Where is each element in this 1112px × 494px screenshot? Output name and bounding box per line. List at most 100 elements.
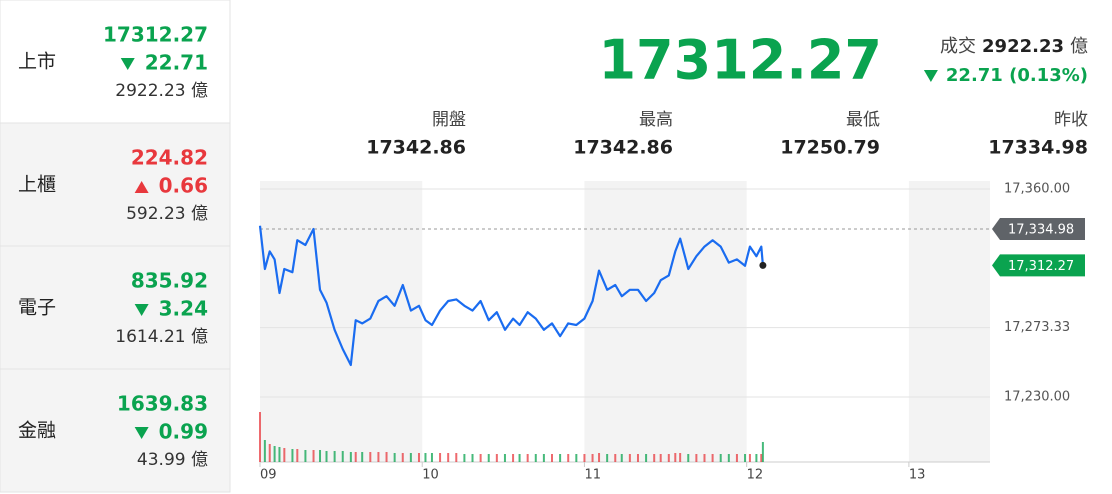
volume-bar bbox=[312, 450, 315, 462]
volume-bar bbox=[385, 452, 388, 462]
volume-bar bbox=[512, 454, 515, 462]
volume-bar bbox=[606, 454, 609, 462]
volume-bar bbox=[551, 454, 553, 462]
volume-bar bbox=[409, 453, 412, 462]
volume-bar bbox=[479, 454, 482, 462]
volume-bar bbox=[424, 453, 427, 462]
index-name: 上市 bbox=[18, 51, 56, 73]
volume-bar bbox=[653, 454, 656, 462]
volume-bar bbox=[735, 454, 738, 462]
volume-bar bbox=[273, 446, 276, 462]
volume-bar bbox=[447, 453, 450, 462]
stat-label: 昨收 bbox=[1054, 110, 1088, 130]
main-change: 22.71 (0.13%) bbox=[946, 65, 1088, 86]
session-shade bbox=[260, 181, 423, 462]
last-point bbox=[759, 261, 767, 269]
volume-bar bbox=[417, 453, 420, 462]
price-tag-label: 17,312.27 bbox=[1008, 259, 1074, 274]
index-change: 0.66 bbox=[159, 174, 208, 198]
volume-bar bbox=[349, 452, 352, 462]
volume-bar bbox=[559, 454, 562, 462]
volume-bar bbox=[369, 452, 372, 462]
change-arrow bbox=[120, 58, 135, 70]
turnover: 成交 2922.23 億 bbox=[940, 36, 1088, 57]
volume-bar bbox=[463, 454, 466, 462]
price-tag bbox=[992, 218, 1085, 241]
index-volume: 43.99 億 bbox=[137, 450, 208, 470]
x-tick-label: 12 bbox=[747, 468, 764, 483]
change-arrow bbox=[923, 70, 938, 82]
y-tick-label: 17,230.00 bbox=[1004, 390, 1070, 405]
volume-bar bbox=[296, 449, 299, 462]
turnover-unit: 億 bbox=[1070, 36, 1088, 57]
volume-bar bbox=[542, 454, 545, 462]
volume-bar bbox=[744, 454, 747, 462]
volume-bar bbox=[614, 454, 617, 462]
index-price: 224.82 bbox=[131, 146, 208, 170]
volume-bar bbox=[645, 454, 648, 462]
sidebar-item bbox=[0, 122, 231, 247]
volume-bar bbox=[620, 454, 623, 462]
volume-bar bbox=[659, 454, 662, 462]
change-arrow bbox=[134, 304, 149, 316]
volume-bar bbox=[377, 452, 380, 462]
x-tick-label: 13 bbox=[909, 468, 926, 483]
volume-bar bbox=[278, 447, 281, 462]
volume-bar bbox=[439, 453, 442, 462]
volume-bar bbox=[319, 450, 322, 462]
volume-bar bbox=[503, 454, 506, 462]
sidebar-item bbox=[0, 0, 231, 124]
volume-bar bbox=[591, 454, 594, 462]
main-price: 17312.27 bbox=[598, 29, 882, 92]
volume-bar bbox=[628, 454, 631, 462]
volume-bar bbox=[393, 453, 396, 462]
volume-bar bbox=[636, 454, 639, 462]
volume-bar bbox=[761, 442, 764, 462]
volume-bar bbox=[259, 412, 261, 462]
volume-bar bbox=[703, 454, 706, 462]
volume-bar bbox=[598, 453, 601, 462]
volume-bar bbox=[333, 451, 336, 462]
volume-bar bbox=[291, 449, 294, 462]
volume-bar bbox=[304, 450, 307, 462]
volume-bar bbox=[526, 454, 529, 462]
x-tick-label: 09 bbox=[260, 468, 277, 483]
turnover-label: 成交 bbox=[940, 36, 976, 57]
price-line bbox=[258, 225, 764, 367]
index-volume: 592.23 億 bbox=[126, 204, 208, 224]
volume-bar bbox=[667, 454, 670, 462]
stat-label: 開盤 bbox=[432, 110, 466, 130]
volume-bar bbox=[687, 454, 690, 462]
index-name: 金融 bbox=[18, 420, 56, 442]
stat-value: 17334.98 bbox=[988, 137, 1088, 159]
stat-value: 17342.86 bbox=[366, 137, 466, 159]
price-tag-label: 17,334.98 bbox=[1008, 223, 1074, 238]
y-tick-label: 17,273.33 bbox=[1004, 320, 1070, 335]
volume-bar bbox=[354, 452, 357, 462]
volume-bar bbox=[755, 454, 758, 462]
index-volume: 2922.23 億 bbox=[115, 81, 208, 101]
volume-bar bbox=[401, 453, 404, 462]
sidebar-item bbox=[0, 368, 231, 493]
volume-bar bbox=[341, 451, 344, 462]
volume-bar bbox=[263, 440, 266, 462]
volume-bar bbox=[679, 453, 682, 462]
volume-bar bbox=[695, 454, 698, 462]
volume-bar bbox=[674, 453, 677, 462]
change-arrow bbox=[134, 181, 149, 193]
volume-bar bbox=[268, 444, 271, 462]
volume-bar bbox=[711, 454, 714, 462]
session-shade bbox=[584, 181, 747, 462]
stat-value: 17342.86 bbox=[573, 137, 673, 159]
turnover-value: 2922.23 bbox=[982, 36, 1064, 57]
volume-bar bbox=[283, 448, 286, 462]
index-change: 22.71 bbox=[145, 51, 208, 75]
volume-bar bbox=[430, 453, 433, 462]
volume-bar bbox=[719, 454, 722, 462]
index-volume: 1614.21 億 bbox=[115, 327, 208, 347]
change-arrow bbox=[134, 427, 149, 439]
stat-label: 最高 bbox=[639, 110, 673, 130]
sidebar-item bbox=[0, 245, 231, 370]
stat-label: 最低 bbox=[846, 110, 880, 130]
